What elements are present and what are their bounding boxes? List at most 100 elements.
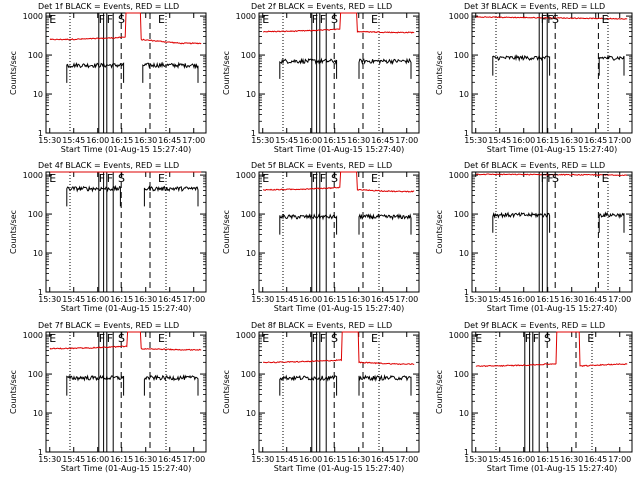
x-tick-label: 16:30 xyxy=(560,136,583,145)
x-tick-label: 16:30 xyxy=(347,136,370,145)
x-tick-label: 15:45 xyxy=(275,295,298,304)
x-axis-label: Start Time (01-Aug-15 15:27:40) xyxy=(61,464,192,473)
y-tick-label: 1000 xyxy=(236,171,256,180)
plot-frame xyxy=(258,12,420,134)
x-tick-label: 17:00 xyxy=(395,136,418,145)
marker-letter: S xyxy=(118,172,125,185)
events-series-line xyxy=(598,211,625,233)
marker-letter: F xyxy=(107,332,113,345)
x-axis-label: Start Time (01-Aug-15 15:27:40) xyxy=(487,145,618,154)
x-tick-label: 15:30 xyxy=(38,295,61,304)
plot-frame xyxy=(258,171,420,293)
x-tick-label: 15:45 xyxy=(488,136,511,145)
panel-5: Det 5f BLACK = Events, RED = LLD 1 10 100 10… xyxy=(222,161,420,313)
y-tick-label: 100 xyxy=(241,210,256,219)
marker-letter: F xyxy=(541,13,547,26)
y-tick-label: 1 xyxy=(38,288,43,297)
marker-letter: F xyxy=(547,172,553,185)
marker-letter: E xyxy=(262,332,269,345)
y-tick-label: 100 xyxy=(454,210,469,219)
x-tick-label: 16:30 xyxy=(347,455,370,464)
x-tick-label: 16:00 xyxy=(86,295,109,304)
marker-letter: E xyxy=(371,13,378,26)
y-tick-label: 1000 xyxy=(23,171,43,180)
y-tick-label: 100 xyxy=(241,51,256,60)
x-tick-label: 16:15 xyxy=(323,136,346,145)
y-axis-label: Counts/sec xyxy=(222,210,231,254)
marker-letter: E xyxy=(49,332,56,345)
events-series-line xyxy=(358,57,412,79)
y-axis-label: Counts/sec xyxy=(9,370,18,414)
y-tick-label: 1000 xyxy=(236,331,256,340)
x-tick-label: 16:15 xyxy=(323,455,346,464)
panel-9: Det 9f BLACK = Events, RED = LLD 1 10 100 10… xyxy=(435,321,633,473)
x-tick-label: 15:30 xyxy=(38,136,61,145)
y-tick-label: 1 xyxy=(251,129,256,138)
x-tick-label: 16:00 xyxy=(299,455,322,464)
panel-1: Det 1f BLACK = Events, RED = LLD 1 10 100 10… xyxy=(9,2,207,154)
panel-3: Det 3f BLACK = Events, RED = LLD 1 10 100 10… xyxy=(435,2,633,154)
x-tick-label: 16:45 xyxy=(584,136,607,145)
y-tick-label: 1 xyxy=(464,129,469,138)
x-tick-label: 15:30 xyxy=(464,455,487,464)
x-tick-label: 16:15 xyxy=(110,136,133,145)
x-tick-label: 17:00 xyxy=(395,295,418,304)
y-tick-label: 1 xyxy=(251,288,256,297)
x-tick-label: 16:30 xyxy=(134,295,157,304)
x-tick-label: 16:30 xyxy=(560,295,583,304)
panel-title: Det 4f BLACK = Events, RED = LLD xyxy=(38,161,179,170)
marker-letter: F xyxy=(99,332,105,345)
x-tick-label: 16:45 xyxy=(158,136,181,145)
x-tick-label: 15:30 xyxy=(251,455,274,464)
plot-frame xyxy=(471,171,633,293)
y-tick-label: 1 xyxy=(464,288,469,297)
plot-frame xyxy=(258,331,420,453)
marker-letter: E xyxy=(158,332,165,345)
marker-letter: F xyxy=(320,332,326,345)
y-tick-label: 1000 xyxy=(449,331,469,340)
marker-letter: F xyxy=(107,172,113,185)
x-tick-label: 16:45 xyxy=(371,295,394,304)
x-tick-label: 17:00 xyxy=(395,455,418,464)
y-tick-label: 100 xyxy=(454,370,469,379)
x-tick-label: 16:00 xyxy=(512,295,535,304)
marker-letter: F xyxy=(99,13,105,26)
y-tick-label: 100 xyxy=(28,370,43,379)
x-tick-label: 16:30 xyxy=(134,136,157,145)
x-tick-label: 16:45 xyxy=(158,295,181,304)
lld-series-line xyxy=(49,331,202,351)
marker-letter: E xyxy=(158,13,165,26)
marker-letter: F xyxy=(107,13,113,26)
marker-letter: E xyxy=(371,332,378,345)
y-tick-label: 10 xyxy=(33,90,43,99)
marker-letter: F xyxy=(547,13,553,26)
x-tick-label: 16:15 xyxy=(110,455,133,464)
x-tick-label: 16:15 xyxy=(110,295,133,304)
x-tick-label: 16:15 xyxy=(323,295,346,304)
lld-series-line xyxy=(262,12,415,34)
marker-letter: E xyxy=(371,172,378,185)
panel-title: Det 7f BLACK = Events, RED = LLD xyxy=(38,321,179,330)
x-tick-label: 15:45 xyxy=(62,295,85,304)
marker-letter: F xyxy=(533,332,539,345)
x-axis-label: Start Time (01-Aug-15 15:27:40) xyxy=(274,464,405,473)
marker-letter: F xyxy=(320,172,326,185)
marker-letter: S xyxy=(331,332,338,345)
events-series-line xyxy=(279,213,338,235)
marker-letter: S xyxy=(544,332,551,345)
panel-7: Det 7f BLACK = Events, RED = LLD 1 10 100 10… xyxy=(9,321,207,473)
marker-letter: E xyxy=(475,332,482,345)
x-axis-label: Start Time (01-Aug-15 15:27:40) xyxy=(61,145,192,154)
y-tick-label: 100 xyxy=(454,51,469,60)
y-tick-label: 10 xyxy=(459,409,469,418)
y-tick-label: 1 xyxy=(464,448,469,457)
marker-letter: S xyxy=(331,172,338,185)
y-axis-label: Counts/sec xyxy=(222,370,231,414)
marker-letter: E xyxy=(49,13,56,26)
y-axis-label: Counts/sec xyxy=(435,370,444,414)
y-tick-label: 100 xyxy=(241,370,256,379)
marker-letter: S xyxy=(552,13,559,26)
marker-letter: E xyxy=(262,13,269,26)
